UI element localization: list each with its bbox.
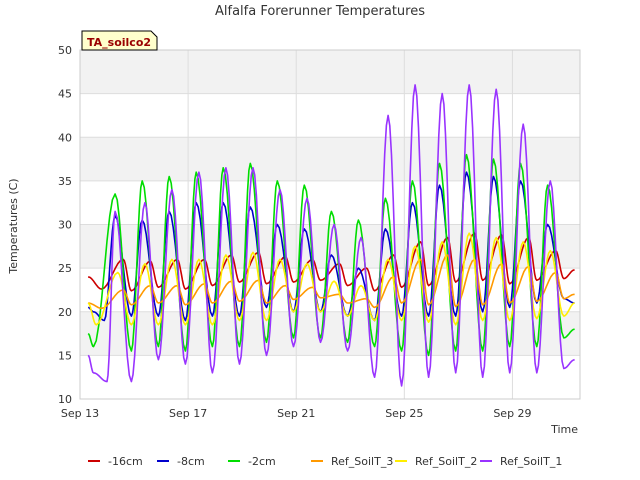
y-tick-label: 15 [58,349,72,362]
y-tick-label: 30 [58,219,72,232]
legend-label-5: Ref_SoilT_1 [500,455,562,468]
legend-label-3: Ref_SoilT_3 [331,455,393,468]
series-line-2 [87,153,575,357]
x-tick-label: Sep 17 [169,407,207,420]
y-axis-label: Temperatures (C) [7,178,20,274]
y-tick-label: 40 [58,131,72,144]
legend: -16cm -8cm -2cm Ref_SoilT_3 Ref_SoilT_2 Ref_S… [88,455,562,468]
series-line-4 [87,232,575,326]
y-tick-label: 35 [58,175,72,188]
y-tick-label: 20 [58,306,72,319]
annotation-label: TA_soilco2 [87,36,151,49]
x-tick-label: Sep 21 [277,407,315,420]
y-tick-label: 25 [58,262,72,275]
legend-label-4: Ref_SoilT_2 [415,455,477,468]
x-axis-ticks: Sep 13 Sep 17 Sep 21 Sep 25 Sep 29 [61,407,532,420]
annotation-box: TA_soilco2 [81,30,158,51]
legend-label-1: -8cm [177,455,205,468]
legend-label-2: -2cm [248,455,276,468]
band-35 [80,137,580,181]
legend-label-0: -16cm [108,455,143,468]
band-45 [80,50,580,94]
series-lines [87,84,575,387]
x-axis-label: Time [550,423,578,436]
y-tick-label: 10 [58,393,72,406]
x-tick-label: Sep 13 [61,407,99,420]
plot-frame [79,49,581,400]
chart-title: Alfalfa Forerunner Temperatures [215,4,425,19]
y-tick-label: 45 [58,88,72,101]
y-axis-ticks: 10 15 20 25 30 35 40 45 50 [58,44,72,406]
y-tick-label: 50 [58,44,72,57]
x-tick-label: Sep 29 [493,407,531,420]
x-tick-label: Sep 25 [385,407,423,420]
series-line-5 [87,84,575,387]
